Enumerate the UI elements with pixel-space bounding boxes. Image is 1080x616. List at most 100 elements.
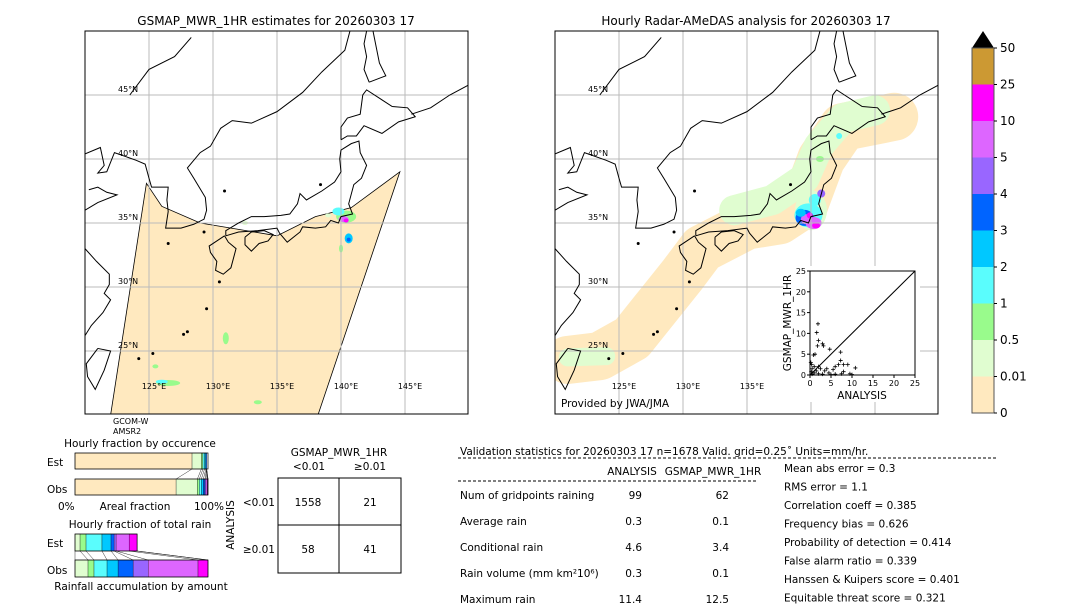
latitude-label: 35°N [588,213,608,222]
latitude-label: 40°N [588,149,608,158]
score-line: RMS error = 1.1 [784,482,868,494]
obs-bar-segment [106,559,119,578]
scatter-point [822,368,827,373]
rain-area [222,332,229,345]
scatter-point [838,358,843,363]
island [693,189,697,193]
stats-row-label: Conditional rain [460,542,543,554]
island [652,332,656,336]
colorbar-segment [972,230,994,267]
island [687,280,691,284]
colorbar-label: 4 [1000,187,1008,201]
score-line: Correlation coeff = 0.385 [784,500,917,512]
contingency-row-label: <0.01 [243,497,275,509]
island [182,332,186,336]
est-bar-frame [74,452,209,470]
scatter-point [820,372,825,377]
left-map: 45°N 125°E 40°N 130°E 35°N 135°E 30°N 140°E 25°N… [84,30,469,415]
scatter-point [847,371,852,376]
latitude-label: 25°N [588,341,608,350]
colorbar-segment [972,194,994,231]
bar-connector [203,468,207,480]
coastline [833,31,857,83]
stats-row-gsmap: 62 [716,490,729,502]
scatter-ylabel: GSMAP_MWR_1HR [782,275,794,371]
stats-row-gsmap: 0.1 [712,568,729,580]
satellite-swath [110,170,401,414]
scatter-point [839,371,844,376]
coastline [810,89,887,141]
obs-bar-segment [197,478,200,496]
colorbar-label: 2 [1000,260,1008,274]
obs-bar-frame [74,478,209,496]
island [202,230,206,234]
bar-connector [201,468,205,480]
scatter-ytick: 5 [801,350,806,359]
scatter-xtick: 20 [889,379,899,388]
coastline [555,31,821,229]
longitude-label: 135°E [740,382,764,391]
rain-area [795,208,806,217]
stats-row-gsmap: 12.5 [706,594,729,606]
bar-connector [101,550,108,561]
scatter-xlabel: ANALYSIS [837,390,887,402]
stats-row-analysis: 99 [629,490,642,502]
scatter-xtick: 0 [807,379,812,388]
latitude-label: 45°N [118,85,138,94]
scatter-point [841,369,846,374]
longitude-label: 130°E [206,382,230,391]
stats-row-gsmap: 3.4 [712,542,729,554]
obs-bar-segment [201,478,204,496]
est-bar-segment [79,533,87,552]
coastline [678,235,707,275]
right-map-title: Hourly Radar-AMeDAS analysis for 2026030… [601,14,890,28]
bar-connector [116,550,149,561]
coastline [695,140,838,243]
coastline [85,186,119,211]
coastline [411,84,468,115]
island [217,280,221,284]
scatter-point [836,362,841,367]
island [319,183,323,187]
obs-bar-frame [74,559,209,578]
obs-bar-segment [132,559,149,578]
scatter-ytick: 0 [801,371,806,380]
occurrence-title: Hourly fraction by occurence [64,438,216,450]
score-line: Frequency bias = 0.626 [784,519,909,531]
rain-area [332,207,345,216]
scatter-point [833,372,838,377]
obs-bar-segment [87,559,95,578]
obs-bar-segment [175,478,198,496]
longitude-label: 125°E [612,382,636,391]
obs-bar-segment [205,478,208,496]
coastline [85,248,112,336]
obs-bar-segment [199,478,202,496]
stats-row-analysis: 0.3 [625,568,642,580]
score-line: Mean abs error = 0.3 [784,463,895,475]
rain-area [719,95,890,226]
sensor-name: AMSR2 [113,427,141,436]
contingency-table: GSMAP_MWR_1HR <0.01 ≥0.01 ANALYSIS <0.01… [225,447,402,574]
est-bar-frame [74,533,138,552]
coastline [244,230,274,252]
scatter-point [815,321,820,326]
scatter-point [810,366,815,371]
bar-connector [85,550,95,561]
bar-connector [79,550,89,561]
colorbar-segment [972,303,994,340]
obs-bar-segment [93,559,108,578]
colorbar-label: 1 [1000,297,1008,311]
est-bar-segment [201,452,204,470]
scatter-ytick: 25 [796,267,806,276]
island [185,330,189,334]
coastline [555,248,582,336]
coastline [85,31,351,229]
occurrence-bars [74,452,209,496]
rain-area [806,212,813,219]
scatter-inset: ANALYSIS GSMAP_MWR_1HR 00 5 5 10 10 15 15 20 20 2… [782,266,920,402]
est-bar-segment [110,533,115,552]
est-bar-segment [113,533,117,552]
est-bar-segment [202,452,205,470]
scatter-xtick: 5 [828,379,833,388]
colorbar-label: 0 [1000,406,1008,420]
